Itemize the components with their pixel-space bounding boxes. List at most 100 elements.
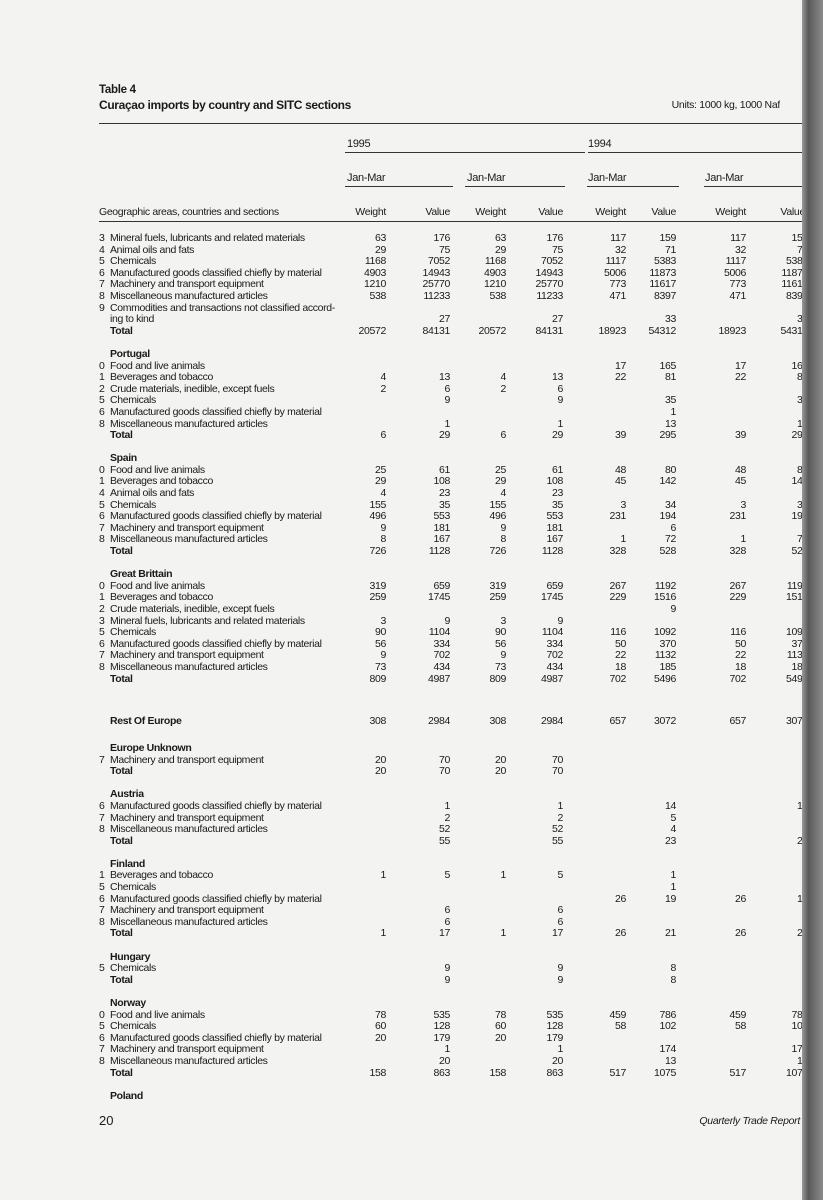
table-cell: 1516	[654, 591, 676, 604]
table-cell: 181	[546, 521, 564, 534]
table-cell: 142	[659, 475, 677, 488]
table-cell: 1	[444, 1043, 451, 1056]
table-cell: 6	[380, 429, 387, 442]
table-cell: 11617	[649, 278, 676, 291]
table-cell: 179	[546, 1031, 564, 1044]
table-cell: 23	[552, 487, 563, 500]
table-row: 8 Miscellaneous manufactured articles 52 52…	[0, 823, 802, 836]
table-cell: 9	[500, 521, 507, 534]
table-cell: 659	[433, 579, 451, 592]
label-line: Manufactured goods classified chiefly by…	[110, 266, 322, 279]
country-heading: Great Brittain	[0, 569, 802, 581]
table-cell: 6	[444, 382, 451, 395]
label-line: Miscellaneous manufactured articles	[110, 1054, 268, 1067]
row-label: 8 Miscellaneous manufactured articles	[99, 661, 268, 674]
total-row: Total 158 863 158 863 517 1075 517 1075	[0, 1066, 802, 1080]
section-name: Manufactured goods classified chiefly by…	[110, 1031, 322, 1045]
table-cell: 2	[444, 811, 451, 824]
table-cell: 1104	[428, 626, 451, 639]
table-cell: 295	[791, 429, 802, 442]
row-label: 7 Machinery and transport equipment	[99, 279, 264, 291]
row-label: 6 Manufactured goods classified chiefly b…	[99, 638, 322, 651]
table-cell: 328	[729, 545, 747, 558]
table-cell: 90	[375, 626, 386, 639]
table-cell: 29	[495, 475, 506, 488]
section-name: Machinery and transport equipment	[110, 904, 264, 917]
table-cell: 1128	[428, 545, 451, 558]
table-cell: 75	[552, 243, 563, 256]
table-cell: 25770	[535, 278, 564, 291]
table-cell: 6	[444, 915, 451, 928]
table-cell: 538	[489, 289, 507, 302]
sitc-code: 5	[99, 394, 105, 407]
table-cell: 108	[433, 475, 451, 488]
table-row: 8 Miscellaneous manufactured articles 1 1 13…	[0, 418, 802, 431]
sitc-code: 7	[99, 1043, 105, 1056]
row-label: 8 Miscellaneous manufactured articles	[99, 290, 268, 303]
table-cell: 165	[791, 359, 802, 372]
label-line: Total	[110, 765, 133, 778]
row-label: 4 Animal oils and fats	[99, 487, 194, 500]
table-row: 7 Machinery and transport equipment 1210 25…	[0, 279, 802, 291]
table-cell: 23	[797, 834, 802, 847]
table-cell: 128	[546, 1020, 564, 1033]
table-cell: 863	[546, 1066, 564, 1079]
country-heading: Poland	[0, 1089, 802, 1103]
sitc-code: 0	[99, 579, 105, 592]
table-row: 1 Beverages and tobacco 29 108 29 108 45 142 45 1…	[0, 476, 802, 488]
row-label: 6 Manufactured goods classified chiefly b…	[99, 800, 322, 813]
col-value: Value	[538, 206, 563, 218]
table-row: 7 Machinery and transport equipment 2 2 5 5	[0, 811, 802, 825]
table-cell: 1	[740, 533, 747, 546]
table-row: 7 Machinery and transport equipment 6 6	[0, 904, 802, 917]
table-cell: 176	[433, 232, 451, 244]
period-rule	[465, 186, 565, 187]
table-cell: 80	[797, 463, 802, 476]
section-name: Animal oils and fats	[110, 244, 194, 257]
table-cell: 14	[665, 799, 676, 812]
table-cell: 19	[797, 892, 802, 905]
table-cell: 9	[768, 604, 802, 616]
table-cell: 259	[489, 591, 507, 604]
total-row: Total 20 70 20 70	[0, 765, 802, 778]
table-cell: 39	[615, 429, 626, 442]
table-cell: 6	[557, 382, 564, 395]
table-cell: 11617	[781, 278, 802, 291]
table-cell: 39	[735, 429, 746, 442]
section-name: Machinery and transport equipment	[110, 1044, 264, 1056]
label-line: Manufactured goods classified chiefly by…	[110, 405, 322, 418]
section-name: Food and live animals	[110, 580, 205, 593]
sitc-code: 6	[99, 1031, 105, 1044]
label-line: Manufactured goods classified chiefly by…	[110, 1031, 322, 1044]
table-cell: 13	[797, 1054, 802, 1067]
row-label: Total	[110, 835, 133, 848]
row-label: 7 Machinery and transport equipment	[99, 812, 264, 825]
sitc-code: 1	[99, 591, 105, 604]
table-cell: 3	[380, 614, 387, 627]
row-label: 2 Crude materials, inedible, except fuels	[99, 603, 275, 616]
table-cell: 459	[609, 1008, 627, 1021]
sitc-code: 2	[99, 603, 105, 615]
table-cell: 308	[489, 714, 507, 727]
table-row: 6 Manufactured goods classified chiefly b…	[0, 799, 802, 813]
table-cell: 1	[620, 533, 627, 546]
sitc-code: 3	[99, 614, 105, 627]
table-cell: 63	[495, 232, 506, 244]
table-cell: 17	[735, 359, 746, 372]
table-cell: 20	[495, 1031, 506, 1044]
table-cell: 80	[665, 463, 676, 476]
table-cell: 81	[665, 371, 676, 384]
section-name: Beverages and tobacco	[110, 870, 213, 882]
table-cell: 70	[552, 765, 563, 778]
label-line: Miscellaneous manufactured articles	[110, 915, 268, 928]
table-cell: 142	[791, 475, 802, 488]
publication-name: Quarterly Trade Report	[699, 1115, 800, 1127]
table-cell: 9	[500, 649, 507, 662]
row-label: Total	[110, 765, 133, 778]
table-cell: 2	[500, 382, 507, 395]
row-label: Total	[110, 1067, 133, 1080]
country-heading: Rest Of Europe 308 2984 308 2984 657 3072 657 30…	[0, 714, 802, 728]
table-cell: 528	[791, 545, 802, 558]
country-name: Poland	[110, 1089, 143, 1102]
table-cell: 23	[665, 834, 676, 847]
